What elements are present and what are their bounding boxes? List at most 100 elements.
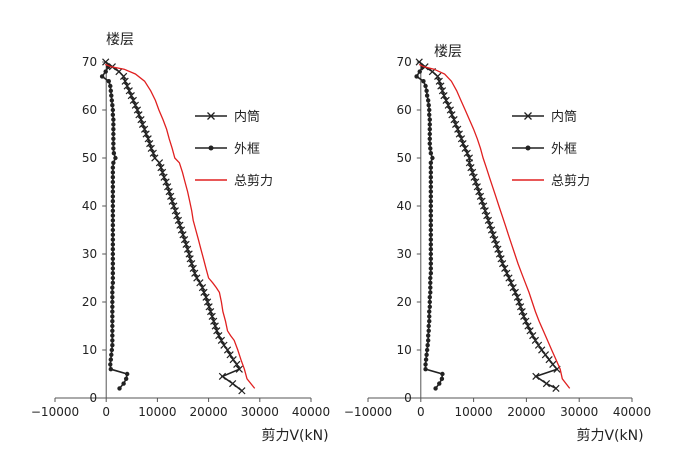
data-point-x	[215, 331, 223, 340]
data-point-x	[526, 327, 534, 335]
data-point-dot	[110, 189, 116, 194]
data-point-dot	[428, 242, 434, 247]
data-point-dot	[428, 280, 433, 285]
data-point-x	[174, 216, 183, 225]
series-none-3	[418, 63, 571, 389]
x-tick-label: 20000	[507, 405, 545, 419]
y-tick-label: 30	[82, 247, 97, 261]
data-point-x	[473, 183, 481, 191]
data-point-dot	[110, 304, 115, 309]
data-point-dot	[110, 295, 115, 300]
y-tick-label: 30	[397, 247, 412, 261]
data-point-dot	[428, 184, 434, 189]
chart-panel-2: −10000 0 10000 20000 30000 40000 0 10 20 30 40 50 60…	[344, 44, 651, 444]
data-point-dot	[428, 285, 433, 290]
data-point-dot	[110, 266, 116, 271]
data-point-dot	[428, 251, 434, 257]
data-point-x	[492, 240, 500, 249]
y-tick-label: 50	[82, 151, 97, 165]
data-point-dot	[440, 371, 445, 377]
data-point-dot	[426, 328, 431, 333]
data-point-x	[151, 154, 159, 162]
data-point-dot	[110, 343, 115, 348]
data-point-x	[455, 130, 463, 138]
data-point-dot	[428, 232, 434, 237]
data-point-x	[507, 279, 515, 287]
legend-label: 外框	[234, 142, 260, 157]
data-point-dot	[110, 242, 116, 247]
data-point-dot	[428, 146, 433, 151]
data-point-x	[518, 307, 526, 316]
x-tick-label: 40000	[292, 405, 330, 419]
data-point-dot	[110, 261, 116, 266]
y-tick-label: 0	[90, 391, 98, 405]
data-point-dot	[110, 285, 115, 290]
data-point-x	[138, 120, 147, 129]
data-point-x	[452, 120, 460, 129]
data-point-x	[165, 187, 173, 196]
data-point-x	[131, 101, 140, 109]
x-tick-label: 10000	[138, 405, 176, 419]
data-point-x	[226, 351, 234, 359]
data-point-dot	[427, 107, 432, 113]
data-point-dot	[110, 338, 115, 343]
data-point-dot	[428, 256, 434, 261]
data-point-x	[499, 259, 507, 268]
data-point-x	[144, 135, 152, 143]
data-point-dot	[428, 179, 434, 185]
data-point-dot	[428, 199, 434, 204]
data-point-x	[123, 82, 131, 90]
data-point-dot	[110, 170, 116, 175]
y-tick-label: 20	[82, 295, 97, 309]
data-point-x	[450, 115, 458, 124]
data-point-x	[157, 163, 165, 172]
chart-panel-1: −10000 0 10000 20000 30000 40000 0 10 20 30 40 50 60…	[31, 32, 330, 444]
legend-marker-dot	[208, 145, 214, 151]
data-point-dot	[108, 357, 114, 362]
data-point-dot	[428, 223, 434, 228]
data-point-dot	[428, 261, 434, 266]
data-point-dot	[110, 213, 116, 218]
data-point-dot	[430, 155, 435, 161]
data-point-x	[115, 67, 123, 76]
data-point-x	[203, 298, 212, 306]
data-point-x	[491, 235, 499, 244]
data-point-dot	[428, 227, 434, 233]
legend-marker-x	[524, 112, 532, 120]
data-point-dot	[110, 271, 116, 276]
data-point-x	[515, 298, 523, 306]
data-point-dot	[426, 103, 431, 108]
data-point-x	[208, 312, 216, 321]
x-tick-label: 20000	[190, 405, 228, 419]
y-axis-label: 楼层	[434, 44, 462, 60]
data-point-dot	[103, 69, 108, 74]
data-point-x	[505, 274, 513, 282]
data-point-x	[461, 144, 469, 153]
data-point-dot	[110, 309, 115, 314]
data-point-x	[476, 192, 485, 201]
data-point-dot	[425, 333, 431, 338]
data-point-x	[229, 355, 237, 364]
data-point-dot	[110, 323, 115, 329]
data-point-dot	[427, 141, 432, 146]
data-point-dot	[111, 151, 117, 156]
data-point-x	[210, 317, 218, 325]
data-point-dot	[428, 271, 434, 276]
data-point-x	[516, 303, 525, 311]
data-point-x	[520, 312, 528, 321]
data-point-dot	[99, 74, 105, 79]
data-point-dot	[439, 376, 445, 381]
data-point-x	[213, 327, 221, 335]
legend-marker-x	[207, 112, 215, 120]
data-point-x	[173, 211, 181, 220]
data-point-dot	[433, 386, 438, 391]
x-axis-label: 剪力V(kN)	[576, 428, 643, 444]
data-point-x	[470, 173, 478, 181]
data-point-dot	[110, 333, 115, 338]
data-point-x	[478, 197, 486, 205]
x-tick-label: −10000	[31, 405, 79, 419]
data-point-dot	[111, 160, 116, 165]
data-point-x	[486, 221, 494, 229]
data-point-dot	[110, 232, 116, 237]
